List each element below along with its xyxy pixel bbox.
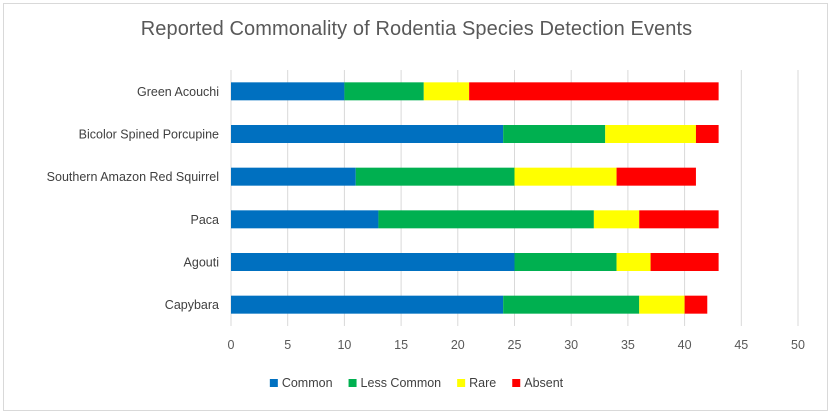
bar-common-4 bbox=[231, 253, 515, 271]
chart-title: Reported Commonality of Rodentia Species… bbox=[140, 18, 693, 40]
bar-less-common-1 bbox=[503, 125, 606, 143]
bar-common-0 bbox=[231, 82, 345, 101]
bar-less-common-5 bbox=[503, 295, 640, 314]
legend-swatch-rare bbox=[457, 379, 466, 387]
bar-absent-1 bbox=[695, 125, 719, 143]
x-tick-label-20: 20 bbox=[451, 338, 465, 352]
bar-absent-3 bbox=[639, 210, 719, 229]
bar-absent-2 bbox=[616, 167, 696, 186]
legend: Common Less Common Rare Absent bbox=[269, 376, 564, 390]
category-label: Capybara bbox=[165, 298, 219, 312]
bar-common-1 bbox=[231, 125, 504, 143]
x-tick-label-45: 45 bbox=[734, 338, 748, 352]
x-tick-label-40: 40 bbox=[678, 338, 692, 352]
bar-rare-0 bbox=[423, 82, 470, 101]
bar-less-common-4 bbox=[514, 253, 617, 271]
category-label: Bicolor Spined Porcupine bbox=[79, 128, 219, 142]
legend-label-rare: Rare bbox=[469, 376, 496, 390]
bar-absent-5 bbox=[684, 295, 708, 314]
category-label: Agouti bbox=[184, 256, 219, 270]
bar-less-common-0 bbox=[344, 82, 424, 101]
x-tick-labels: 0 5 10 15 20 25 30 35 40 45 50 bbox=[228, 338, 805, 352]
x-tick-label-5: 5 bbox=[284, 338, 291, 352]
x-tick-label-15: 15 bbox=[394, 338, 408, 352]
bar-absent-4 bbox=[650, 253, 719, 271]
bar-less-common-2 bbox=[355, 167, 515, 186]
bars bbox=[231, 82, 719, 314]
legend-label-absent: Absent bbox=[524, 376, 563, 390]
x-tick-label-25: 25 bbox=[508, 338, 522, 352]
legend-swatch-absent bbox=[512, 379, 521, 387]
category-label: Southern Amazon Red Squirrel bbox=[47, 170, 219, 184]
bar-common-5 bbox=[231, 295, 504, 314]
chart-frame bbox=[3, 3, 828, 411]
bar-common-3 bbox=[231, 210, 379, 229]
bar-rare-2 bbox=[514, 167, 617, 186]
bar-less-common-3 bbox=[378, 210, 594, 229]
category-labels: Green Acouchi Bicolor Spined Porcupine Sou… bbox=[47, 85, 219, 312]
x-tick-label-10: 10 bbox=[337, 338, 351, 352]
bar-rare-3 bbox=[593, 210, 640, 229]
gridlines bbox=[230, 70, 799, 326]
bar-absent-0 bbox=[469, 82, 719, 101]
legend-swatch-common bbox=[269, 379, 278, 387]
bar-common-2 bbox=[231, 167, 356, 186]
legend-label-common: Common bbox=[282, 376, 333, 390]
x-tick-label-35: 35 bbox=[621, 338, 635, 352]
category-label: Paca bbox=[191, 213, 220, 227]
x-tick-label-50: 50 bbox=[791, 338, 805, 352]
bar-rare-4 bbox=[616, 253, 651, 271]
category-label: Green Acouchi bbox=[137, 85, 219, 99]
bar-rare-5 bbox=[639, 295, 685, 314]
x-tick-label-0: 0 bbox=[228, 338, 235, 352]
x-tick-label-30: 30 bbox=[564, 338, 578, 352]
legend-label-less-common: Less Common bbox=[361, 376, 442, 390]
legend-swatch-less-common bbox=[348, 379, 357, 387]
bar-rare-1 bbox=[605, 125, 696, 143]
